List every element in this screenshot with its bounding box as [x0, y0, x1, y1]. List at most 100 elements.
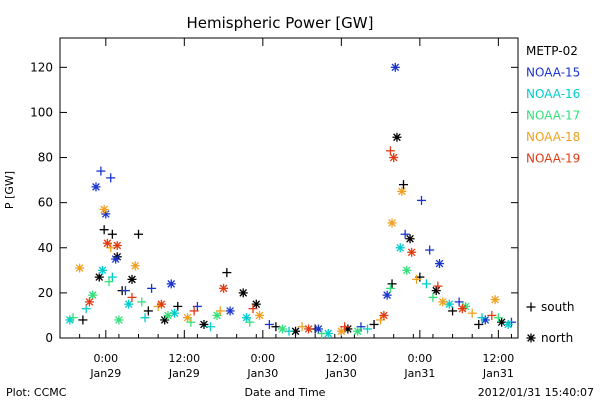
data-point	[111, 254, 121, 264]
data-point	[130, 261, 140, 271]
data-point	[402, 265, 412, 275]
data-point	[487, 310, 497, 320]
data-point	[75, 263, 85, 273]
y-tick-label: 0	[45, 331, 53, 345]
data-point	[336, 326, 346, 336]
data-point	[114, 315, 124, 325]
data-point	[192, 301, 202, 311]
data-point	[96, 166, 106, 176]
data-point	[397, 186, 407, 196]
data-point	[205, 322, 215, 332]
y-tick-label: 60	[38, 196, 53, 210]
x-tick-date-label: Jan31	[403, 367, 435, 380]
data-point	[112, 241, 122, 251]
data-point	[363, 324, 373, 334]
data-point	[127, 274, 137, 284]
data-point	[99, 204, 109, 214]
hemisphere-key-symbol	[526, 333, 536, 343]
data-point	[304, 324, 314, 334]
data-point	[147, 283, 157, 293]
y-axis-label: P [GW]	[3, 171, 16, 209]
data-point	[88, 290, 98, 300]
x-tick-date-label: Jan30	[246, 367, 278, 380]
data-point	[163, 310, 173, 320]
data-point	[313, 324, 323, 334]
data-point	[407, 247, 417, 257]
x-tick-time-label: 0:00	[250, 352, 275, 365]
data-point	[379, 310, 389, 320]
chart-title: Hemispheric Power [GW]	[187, 14, 374, 32]
x-tick-date-label: Jan29	[168, 367, 200, 380]
data-point	[438, 297, 448, 307]
data-point	[106, 243, 116, 253]
x-tick-time-label: 12:00	[325, 352, 357, 365]
data-point	[385, 283, 395, 293]
data-point	[84, 297, 94, 307]
data-point	[297, 322, 307, 332]
x-tick-date-label: Jan30	[325, 367, 357, 380]
data-point	[143, 306, 153, 316]
data-point	[448, 306, 458, 316]
data-point	[400, 229, 410, 239]
data-point	[99, 225, 109, 235]
legend-entry: NOAA-19	[526, 152, 580, 166]
data-point	[399, 180, 408, 190]
data-point	[255, 310, 265, 320]
data-point	[102, 238, 112, 248]
data-point	[428, 292, 438, 302]
data-point	[467, 308, 477, 318]
data-point	[170, 308, 179, 318]
data-point	[340, 322, 350, 332]
data-point	[91, 182, 101, 192]
data-point	[225, 306, 235, 316]
data-point	[457, 304, 467, 314]
data-point	[317, 328, 327, 338]
data-point	[405, 234, 415, 244]
data-point	[140, 313, 150, 323]
data-point	[454, 297, 464, 307]
data-point	[219, 283, 229, 293]
data-point	[356, 322, 366, 332]
hemisphere-key-label: south	[541, 300, 575, 314]
data-point	[284, 326, 294, 336]
data-point	[425, 245, 435, 255]
data-point	[387, 279, 397, 289]
data-point	[173, 301, 183, 311]
plot-frame	[59, 37, 519, 339]
data-point	[323, 328, 333, 338]
x-tick-date-label: Jan29	[89, 367, 121, 380]
data-point	[416, 195, 426, 205]
legend-entry: NOAA-15	[526, 66, 580, 80]
data-point	[369, 319, 379, 329]
data-point	[248, 304, 258, 314]
data-point	[392, 132, 402, 142]
plot-timestamp: 2012/01/31 15:40:07	[478, 386, 594, 399]
data-point	[160, 315, 170, 325]
x-tick-time-label: 0:00	[93, 352, 118, 365]
data-point	[166, 279, 176, 289]
data-point	[490, 295, 500, 305]
data-point	[68, 313, 78, 323]
legend-entry: METP-02	[526, 44, 578, 58]
y-tick-label: 40	[38, 241, 53, 255]
data-point	[137, 297, 147, 307]
data-point	[94, 272, 104, 282]
data-point	[277, 324, 287, 334]
data-point	[238, 288, 248, 298]
x-tick-time-label: 12:00	[168, 352, 200, 365]
data-point	[376, 315, 386, 325]
legend-entry: NOAA-17	[526, 109, 580, 123]
data-point	[98, 265, 108, 275]
data-point	[493, 313, 503, 323]
data-point	[503, 319, 513, 329]
data-points	[65, 62, 516, 338]
data-point	[251, 299, 261, 309]
data-point	[245, 317, 255, 327]
data-point	[199, 319, 209, 329]
data-point	[156, 299, 166, 309]
data-point	[104, 277, 114, 287]
data-point	[390, 62, 400, 72]
data-point	[433, 281, 443, 291]
data-point	[241, 313, 251, 323]
